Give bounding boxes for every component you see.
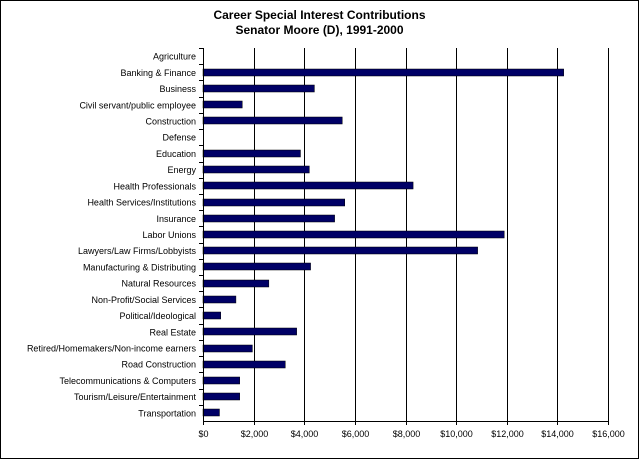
category-label: Health Services/Institutions (87, 198, 196, 208)
bar (202, 214, 335, 223)
category-label: Business (159, 84, 196, 94)
category-label: Real Estate (149, 327, 196, 337)
category-label: Political/Ideological (119, 311, 196, 321)
bar (202, 116, 343, 125)
category-label: Manufacturing & Distributing (83, 262, 196, 272)
category-label: Retired/Homemakers/Non-income earners (27, 344, 197, 354)
chart-subtitle: Senator Moore (D), 1991-2000 (235, 23, 404, 37)
x-tick-label: $10,000 (440, 429, 473, 439)
category-label: Energy (167, 165, 196, 175)
x-tick-label: $14,000 (541, 429, 574, 439)
x-tick-label: $0 (198, 429, 208, 439)
bar (202, 311, 221, 320)
bar (202, 68, 564, 77)
bar (202, 295, 237, 304)
x-tick-label: $6,000 (342, 429, 370, 439)
x-tick-label: $4,000 (291, 429, 319, 439)
chart-title: Career Special Interest Contributions (213, 8, 426, 22)
category-label: Education (156, 149, 196, 159)
category-label: Lawyers/Law Firms/Lobbyists (78, 246, 197, 256)
category-label: Agriculture (153, 52, 196, 62)
bar (202, 181, 414, 190)
bar (202, 360, 286, 369)
bar (202, 262, 311, 271)
category-label: Health Professionals (113, 181, 196, 191)
bar (202, 84, 315, 93)
category-label: Tourism/Leisure/Entertainment (74, 392, 197, 402)
bar (202, 376, 240, 385)
bar (202, 149, 301, 158)
category-label: Labor Unions (142, 230, 196, 240)
bar (202, 230, 505, 239)
category-label: Insurance (156, 214, 196, 224)
bar (202, 344, 253, 353)
category-label: Telecommunications & Computers (59, 376, 196, 386)
bar (202, 198, 345, 207)
category-label: Road Construction (121, 360, 196, 370)
bar (202, 279, 270, 288)
category-label: Banking & Finance (120, 68, 196, 78)
bar (202, 327, 297, 336)
x-tick-label: $2,000 (241, 429, 269, 439)
category-label: Defense (162, 133, 196, 143)
category-label: Construction (145, 116, 196, 126)
bar (202, 392, 240, 401)
category-label: Natural Resources (121, 279, 196, 289)
category-label: Non-Profit/Social Services (91, 295, 196, 305)
x-tick-label: $8,000 (393, 429, 421, 439)
category-label: Civil servant/public employee (79, 100, 196, 110)
bar (202, 246, 478, 255)
x-tick-label: $12,000 (491, 429, 524, 439)
x-tick-label: $16,000 (592, 429, 625, 439)
bar (202, 165, 310, 174)
bar (202, 100, 243, 109)
bar (202, 408, 220, 417)
category-label: Transportation (138, 408, 196, 418)
